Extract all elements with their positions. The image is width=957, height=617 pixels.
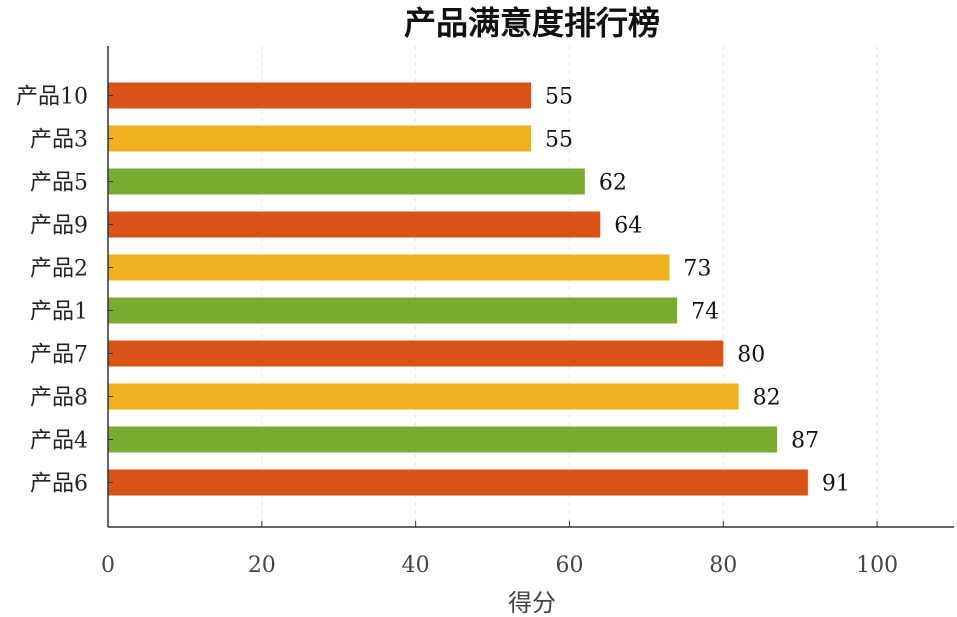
value-label: 62 — [599, 171, 627, 196]
x-tick-label: 40 — [402, 553, 430, 578]
x-tick-labels: 0 20 40 60 80 100 — [101, 553, 898, 578]
value-label: 91 — [822, 472, 850, 497]
category-label: 产品6 — [30, 472, 88, 497]
bar — [108, 168, 585, 195]
x-tick-label: 20 — [248, 553, 276, 578]
bar — [108, 426, 778, 453]
value-label: 80 — [737, 343, 765, 368]
category-label: 产品8 — [30, 386, 88, 411]
category-labels: 产品10 产品3 产品5 产品9 产品2 产品1 产品7 产品8 产品4 产品6 — [16, 85, 88, 497]
x-tick-label: 60 — [555, 553, 583, 578]
x-tick-label: 100 — [856, 553, 898, 578]
category-label: 产品5 — [30, 171, 88, 196]
value-label: 55 — [545, 85, 573, 110]
bar — [108, 297, 678, 324]
bar — [108, 125, 531, 152]
category-label: 产品9 — [30, 214, 88, 239]
value-label: 87 — [791, 429, 819, 454]
value-label: 82 — [753, 386, 781, 411]
axes — [107, 46, 954, 528]
value-label: 55 — [545, 128, 573, 153]
category-label: 产品1 — [30, 300, 88, 325]
bars — [108, 82, 808, 496]
bar — [108, 254, 670, 281]
x-tick-label: 80 — [709, 553, 737, 578]
chart-title: 产品满意度排行榜 — [404, 4, 660, 42]
bar — [108, 340, 724, 367]
category-label: 产品4 — [30, 429, 88, 454]
bar — [108, 383, 739, 410]
bar — [108, 211, 601, 238]
x-axis-label: 得分 — [508, 589, 556, 617]
x-tick-label: 0 — [101, 553, 115, 578]
category-label: 产品10 — [16, 85, 88, 110]
bar — [108, 82, 531, 109]
bar — [108, 469, 808, 496]
value-label: 73 — [683, 257, 711, 282]
category-label: 产品2 — [30, 257, 88, 282]
value-label: 64 — [614, 214, 642, 239]
value-label: 74 — [691, 300, 719, 325]
category-label: 产品7 — [30, 343, 88, 368]
category-label: 产品3 — [30, 128, 88, 153]
grid-lines — [261, 46, 878, 527]
